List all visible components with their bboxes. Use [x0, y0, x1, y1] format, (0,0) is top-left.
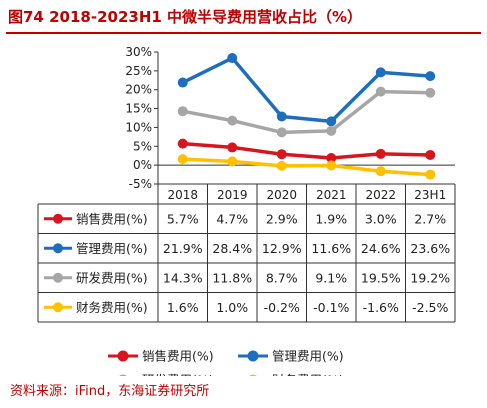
data-point	[326, 116, 337, 127]
data-point	[326, 125, 337, 136]
y-tick-label: 15%	[125, 102, 152, 116]
table-cell-value: 3.0%	[365, 211, 397, 226]
x-tick-label: 2018	[167, 188, 198, 202]
data-point	[276, 160, 287, 171]
data-point	[375, 67, 386, 78]
chart-title: 图74 2018-2023H1 中微半导费用营收占比（%）	[8, 8, 363, 26]
series-line	[181, 56, 431, 124]
table-row-label: 财务费用(%)	[76, 300, 148, 315]
y-tick-label: 5%	[133, 139, 152, 153]
table-cell-value: 5.7%	[167, 211, 199, 226]
y-tick-label: 10%	[125, 120, 152, 134]
table-cell-value: -2.5%	[412, 300, 448, 315]
y-tick-label: 20%	[125, 83, 152, 97]
y-tick-label: 0%	[133, 158, 152, 172]
legend-marker	[249, 374, 257, 376]
table-cell-value: 19.2%	[410, 270, 450, 285]
series-line	[182, 157, 431, 177]
y-tick-label: 25%	[125, 64, 152, 78]
legend-marker	[119, 374, 127, 376]
data-point	[425, 87, 436, 98]
table-legend-marker	[53, 213, 63, 224]
data-point	[227, 115, 238, 126]
data-point	[276, 111, 287, 122]
table-row-label: 研发费用(%)	[76, 270, 148, 285]
data-point	[375, 148, 386, 159]
table-cell-value: 8.7%	[266, 270, 298, 285]
table-legend-marker	[53, 302, 63, 313]
data-point	[276, 149, 287, 160]
table-cell-value: 11.6%	[311, 241, 351, 256]
table-cell-value: -1.6%	[363, 300, 399, 315]
data-point	[375, 166, 386, 177]
data-point	[227, 156, 238, 167]
x-tick-label: 2022	[365, 188, 396, 202]
data-point	[425, 169, 436, 180]
data-point	[425, 71, 436, 82]
data-point	[227, 53, 238, 64]
chart-area: 30% 25% 20% 15% 10% 5% 0% -5% 2018 2019 2020 2021 20…	[37, 45, 456, 377]
table-cell-value: -0.2%	[264, 300, 300, 315]
table-cell-value: 1.6%	[167, 300, 199, 315]
table-cell-value: 21.9%	[163, 241, 203, 256]
data-point	[177, 77, 188, 88]
table-row-label: 管理费用(%)	[76, 241, 148, 256]
legend-marker	[247, 350, 259, 362]
table-legend-marker	[53, 272, 63, 283]
x-tick-label: 2019	[217, 188, 248, 202]
table-cell-value: 28.4%	[212, 241, 252, 256]
table-cell-value: 12.9%	[262, 241, 302, 256]
table-cell-value: -0.1%	[313, 300, 349, 315]
legend-label: 销售费用(%)	[142, 349, 214, 364]
table-cell-value: 14.3%	[163, 270, 203, 285]
source-note: 资料来源：iFind，东海证券研究所	[10, 384, 210, 399]
data-point	[177, 138, 188, 149]
table-legend-marker	[53, 243, 63, 254]
data-point	[227, 142, 238, 153]
legend-label: 研发费用(%)	[142, 373, 214, 377]
title-divider	[6, 32, 481, 34]
y-tick-label: -5%	[129, 177, 152, 191]
y-tick-label: 30%	[125, 45, 152, 59]
table-cell-value: 2.9%	[266, 211, 298, 226]
table-cell-value: 24.6%	[361, 241, 401, 256]
table-cell-value: 23.6%	[410, 241, 450, 256]
table-cell-value: 19.5%	[361, 270, 401, 285]
table-row-label: 销售费用(%)	[76, 211, 148, 226]
data-point	[375, 86, 386, 97]
data-point	[326, 160, 337, 171]
table-cell-value: 1.9%	[315, 211, 347, 226]
legend-label: 财务费用(%)	[272, 373, 344, 377]
series-line	[182, 141, 431, 160]
data-point	[177, 154, 188, 165]
table-cell-value: 4.7%	[216, 211, 248, 226]
x-tick-label: 2021	[316, 188, 347, 202]
table-cell-value: 2.7%	[414, 211, 446, 226]
x-tick-label: 23H1	[414, 188, 446, 202]
data-point	[425, 149, 436, 160]
x-tick-label: 2020	[266, 188, 297, 202]
data-point	[177, 106, 188, 117]
table-cell-value: 11.8%	[212, 270, 252, 285]
table-cell-value: 9.1%	[315, 270, 347, 285]
series-line	[182, 89, 431, 135]
data-point	[326, 152, 337, 163]
data-point	[276, 127, 287, 138]
legend-marker	[117, 350, 129, 362]
table-cell-value: 1.0%	[216, 300, 248, 315]
legend-label: 管理费用(%)	[272, 349, 344, 364]
